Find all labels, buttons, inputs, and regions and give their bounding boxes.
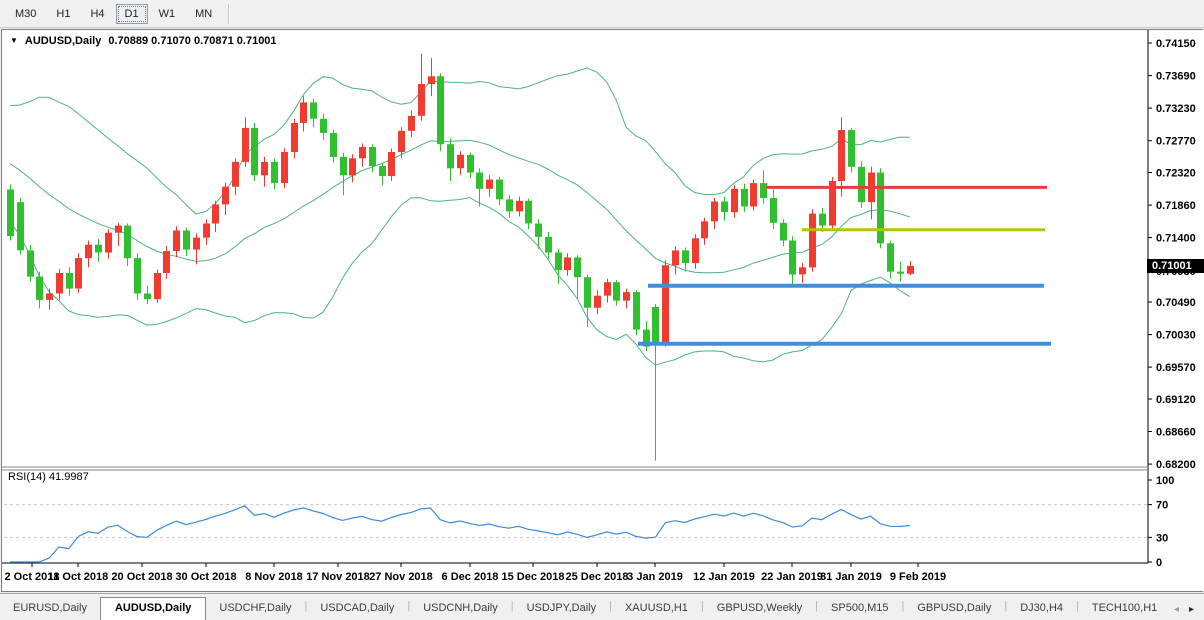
timeframe-button-d1[interactable]: D1 [115,3,148,24]
timeframe-button-mn[interactable]: MN [195,7,213,20]
time-tick-label: 6 Dec 2018 [442,571,499,583]
bollinger-lower-band [9,197,911,366]
tab-usdchf-daily[interactable]: USDCHF,Daily [219,602,292,614]
tab-separator: | [304,600,308,612]
tab-usdcad-daily[interactable]: USDCAD,Daily [320,602,395,614]
chart-canvas[interactable]: 0.74150 0.73690 0.73230 0.72770 0.72320 0.718… [2,30,1204,591]
timeframe-buttons-group: M30 H1 H4 D1 W1 MN [6,3,223,24]
bollinger-middle-band [9,139,910,274]
tab-dj30-h4[interactable]: DJ30,H4 [1020,602,1063,614]
price-tick-label: 0.70490 [1156,297,1196,309]
price-tick-label: 0.74150 [1156,38,1196,50]
tab-separator: | [1076,600,1079,612]
toolbar-separator [228,3,231,24]
tab-sp500-m15[interactable]: SP500,M15 [831,602,889,614]
time-tick-label: 11 Oct 2018 [48,571,109,583]
chart-background [2,30,1204,591]
rsi-indicator-label: RSI(14) 41.9987 [8,471,89,483]
price-tick-label: 0.69570 [1156,362,1196,374]
chart-dropdown-icon[interactable]: ▼ [10,35,18,45]
time-tick-label: 31 Jan 2019 [820,571,882,583]
tab-usdjpy-daily[interactable]: USDJPY,Daily [526,602,597,614]
rsi-tick-label: 70 [1156,500,1168,512]
tab-separator: | [700,600,704,612]
price-tick-label: 0.72770 [1156,136,1196,148]
timeframe-button-w1[interactable]: W1 [158,7,176,20]
tab-xauusd-h1[interactable]: XAUUSD,H1 [624,602,688,614]
time-tick-label: 27 Nov 2018 [369,571,433,583]
price-tick-label: 0.71860 [1156,200,1196,212]
timeframe-toolbar: M30 H1 H4 D1 W1 MN [0,0,1204,28]
tab-tech100-h1[interactable]: TECH100,H1 [1091,602,1158,614]
price-tick-label: 0.73690 [1156,71,1196,83]
tab-separator: | [510,600,514,612]
rsi-tick-label: 30 [1156,532,1168,544]
time-tick-label: 2 Oct 2018 [4,571,59,583]
time-tick-label: 22 Jan 2019 [761,571,823,583]
tab-gbpusd-weekly[interactable]: GBPUSD,Weekly [716,602,803,614]
tab-scroll-arrows: ◂ ▸ [1174,604,1204,619]
time-tick-label: 25 Dec 2018 [566,571,629,583]
candles-layer [7,53,914,461]
chart-symbol-label: AUDUSD,Daily [24,35,102,47]
time-tick-label: 30 Oct 2018 [175,571,236,583]
price-tick-label: 0.69120 [1156,394,1196,406]
chart-ohlc-values: 0.70889 0.71070 0.70871 0.71001 [108,35,277,47]
price-tick-label: 0.71400 [1156,233,1196,245]
price-tick-label: 0.68200 [1156,459,1196,471]
tab-gbpusd-daily[interactable]: GBPUSD,Daily [917,602,992,614]
tab-scroll-right-icon[interactable]: ▸ [1188,604,1194,615]
tab-separator: | [609,600,612,612]
tab-scroll-left-icon[interactable]: ◂ [1173,604,1179,615]
time-tick-label: 9 Feb 2019 [890,571,946,583]
price-tick-label: 0.72320 [1156,168,1196,180]
timeframe-button-m30[interactable]: M30 [15,7,37,20]
tab-eurusd-daily[interactable]: EURUSD,Daily [13,602,87,614]
tab-audusd-daily[interactable]: AUDUSD,Daily [99,597,207,620]
price-tick-label: 0.73230 [1156,103,1196,115]
time-tick-label: 8 Nov 2018 [245,571,302,583]
time-tick-label: 12 Jan 2019 [693,571,755,583]
time-tick-label: 17 Nov 2018 [306,571,370,583]
tab-usdcnh-daily[interactable]: USDCNH,Daily [423,602,498,614]
price-tick-label: 0.70030 [1156,330,1196,342]
rsi-tick-label: 0 [1156,557,1162,569]
chart-window: 0.74150 0.73690 0.73230 0.72770 0.72320 0.718… [1,29,1204,592]
price-tick-label: 0.68660 [1156,427,1196,439]
symbol-tabbar: EURUSD,Daily AUDUSD,Daily USDCHF,Daily | USD… [0,593,1204,620]
tab-separator: | [815,600,819,612]
tab-separator: | [407,600,411,612]
time-tick-label: 20 Oct 2018 [111,571,172,583]
time-tick-label: 3 Jan 2019 [627,571,683,583]
bollinger-upper-band [9,67,910,215]
tab-separator: | [1004,600,1008,612]
timeframe-button-h1[interactable]: H1 [56,7,71,20]
chart-title: ▼ AUDUSD,Daily 0.70889 0.71070 0.70871 0.7… [10,35,277,47]
rsi-line [10,505,910,563]
timeframe-button-h4[interactable]: H4 [90,7,105,20]
current-price-badge: 0.71001 [1147,259,1204,273]
time-tick-label: 15 Dec 2018 [502,571,565,583]
rsi-tick-label: 100 [1156,475,1174,487]
tab-separator: | [901,600,905,612]
